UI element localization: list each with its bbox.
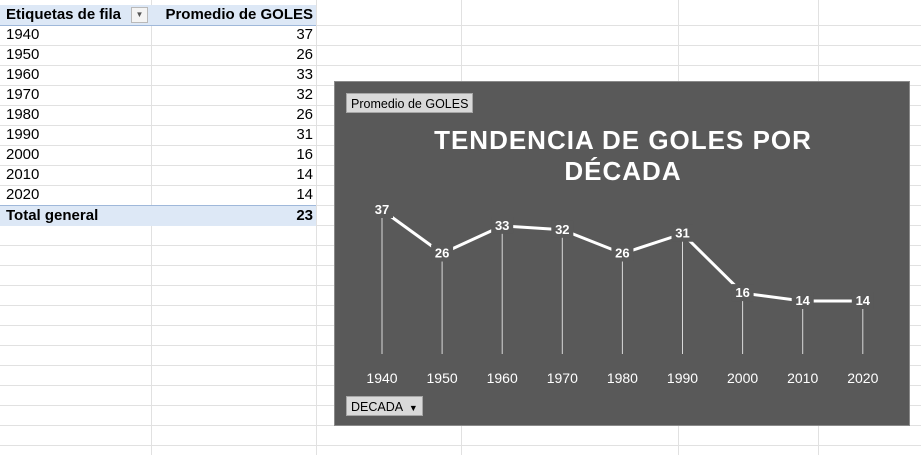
row-label: 1940 [6, 26, 40, 43]
pivot-chart[interactable]: Promedio de GOLES TENDENCIA DE GOLES POR… [334, 81, 910, 426]
row-label: 2010 [6, 166, 40, 183]
x-tick-label: 1990 [667, 370, 698, 386]
pivot-row[interactable]: 1990 31 [0, 125, 316, 145]
row-value: 14 [296, 166, 313, 183]
data-label: 33 [495, 218, 509, 233]
data-label-background [551, 220, 574, 238]
row-value: 26 [296, 106, 313, 123]
x-tick-label: 2020 [847, 370, 878, 386]
row-label: 1960 [6, 66, 40, 83]
dropdown-arrow-icon: ▼ [408, 403, 418, 413]
data-label-background [491, 216, 514, 234]
x-tick-label: 1940 [366, 370, 397, 386]
row-value: 33 [296, 66, 313, 83]
pivot-total-row[interactable]: Total general 23 [0, 205, 316, 226]
row-label: 1970 [6, 86, 40, 103]
data-label: 16 [735, 285, 749, 300]
row-value: 32 [296, 86, 313, 103]
axis-field-label: DECADA [351, 400, 403, 414]
row-labels-header[interactable]: Etiquetas de fila [6, 6, 122, 23]
row-value: 31 [296, 126, 313, 143]
value-field-button[interactable]: Promedio de GOLES [346, 93, 474, 113]
total-label: Total general [6, 207, 99, 224]
row-label: 2020 [6, 186, 40, 203]
pivot-row[interactable]: 1950 26 [0, 45, 316, 65]
data-label: 14 [856, 293, 871, 308]
data-label-background [671, 224, 694, 242]
row-value: 16 [296, 146, 313, 163]
pivot-row[interactable]: 1980 26 [0, 105, 316, 125]
data-label-background [431, 244, 454, 262]
data-label-background [611, 244, 634, 262]
pivot-row[interactable]: 1960 33 [0, 65, 316, 85]
data-label: 32 [555, 222, 569, 237]
line-plot-area: 37 26 33 32 26 31 16 14 14 1940 1950 1960 1970 1980 19… [366, 201, 879, 386]
data-label-background [731, 284, 754, 302]
pivot-header-row: Etiquetas de fila ▼ Promedio de GOLES [0, 5, 316, 26]
row-label: 1950 [6, 46, 40, 63]
chart-title: TENDENCIA DE GOLES POR DÉCADA [434, 125, 812, 186]
data-label: 14 [795, 293, 810, 308]
row-label: 1980 [6, 106, 40, 123]
row-label: 1990 [6, 126, 40, 143]
row-value: 37 [296, 26, 313, 43]
x-tick-label: 2010 [787, 370, 818, 386]
row-filter-button[interactable]: ▼ [131, 7, 148, 23]
pivot-row[interactable]: 2020 14 [0, 185, 316, 205]
data-label-background [371, 201, 393, 218]
data-label: 26 [615, 246, 629, 261]
x-tick-label: 1950 [427, 370, 458, 386]
row-label: 2000 [6, 146, 40, 163]
pivot-row[interactable]: 2010 14 [0, 165, 316, 185]
data-label-background [791, 292, 814, 309]
x-tick-label: 1960 [487, 370, 518, 386]
row-value: 26 [296, 46, 313, 63]
data-label: 31 [675, 226, 689, 241]
x-tick-label: 1980 [607, 370, 638, 386]
x-tick-label: 2000 [727, 370, 758, 386]
data-label: 26 [435, 246, 449, 261]
total-value: 23 [296, 207, 313, 224]
row-value: 14 [296, 186, 313, 203]
pivot-row[interactable]: 1970 32 [0, 85, 316, 105]
data-label-background [851, 292, 874, 309]
value-field-header[interactable]: Promedio de GOLES [165, 6, 313, 23]
data-label: 37 [375, 202, 389, 217]
dropdown-arrow-icon: ▼ [135, 10, 144, 19]
pivot-row[interactable]: 2000 16 [0, 145, 316, 165]
axis-field-button[interactable]: DECADA ▼ [346, 396, 423, 416]
x-tick-label: 1970 [547, 370, 578, 386]
pivot-row[interactable]: 1940 37 [0, 25, 316, 45]
